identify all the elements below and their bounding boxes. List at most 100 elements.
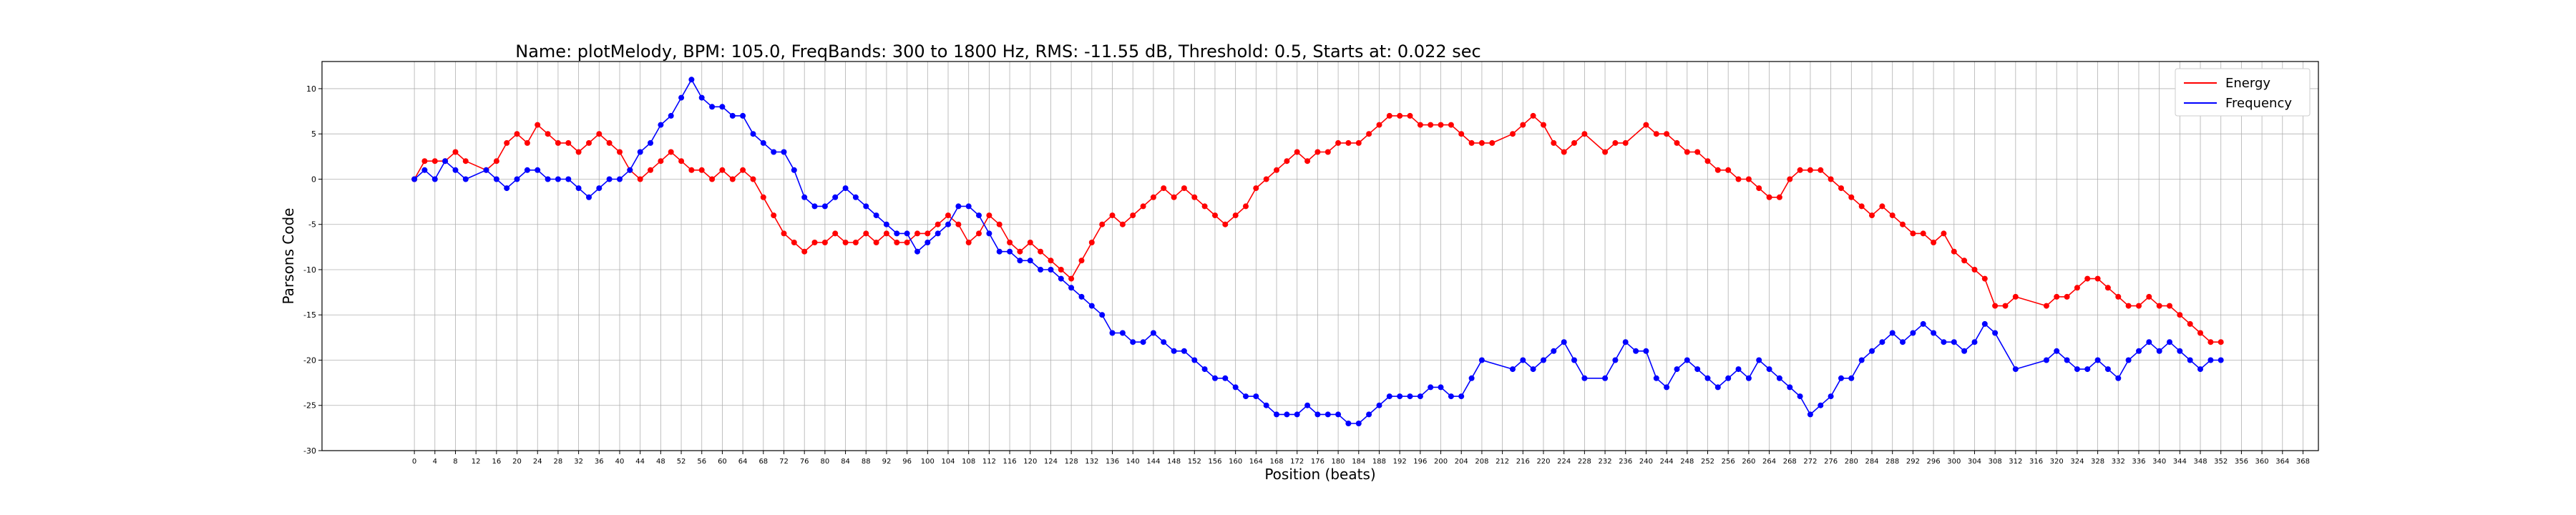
x-tick-label: 56 <box>697 458 706 466</box>
x-tick-label: 72 <box>779 458 789 466</box>
data-point-frequency <box>1458 393 1465 400</box>
data-point-frequency <box>1253 393 1259 400</box>
data-point-energy <box>1130 212 1136 219</box>
data-point-frequency <box>1366 411 1372 418</box>
legend-box <box>2175 68 2311 117</box>
data-point-energy <box>1971 267 1978 273</box>
data-point-frequency <box>688 77 695 83</box>
data-point-energy <box>1294 149 1300 155</box>
x-tick-label: 160 <box>1229 458 1242 466</box>
data-point-frequency <box>1807 411 1813 418</box>
data-point-frequency <box>575 185 582 192</box>
data-point-energy <box>1048 258 1054 264</box>
data-point-frequency <box>2012 366 2019 373</box>
data-point-energy <box>575 149 582 155</box>
y-tick-label: -25 <box>303 401 316 411</box>
data-point-frequency <box>462 176 469 182</box>
data-point-frequency <box>873 212 879 219</box>
data-point-energy <box>1007 240 1013 245</box>
data-point-energy <box>1684 149 1690 155</box>
data-point-energy <box>2156 303 2162 309</box>
x-tick-label: 224 <box>1557 458 1571 466</box>
data-point-frequency <box>2074 366 2080 373</box>
data-point-energy <box>832 230 839 237</box>
data-point-frequency <box>1869 348 1875 354</box>
data-point-energy <box>1335 139 1342 146</box>
data-point-energy <box>596 131 602 137</box>
data-point-energy <box>1992 303 1999 309</box>
series-energy <box>411 112 2224 345</box>
x-tick-label: 304 <box>1968 458 1981 466</box>
data-point-frequency <box>1971 339 1978 345</box>
data-point-frequency <box>1119 330 1126 336</box>
x-tick-label: 108 <box>962 458 975 466</box>
x-tick-label: 120 <box>1023 458 1037 466</box>
x-tick-label: 96 <box>902 458 912 466</box>
data-point-frequency <box>935 230 941 237</box>
data-point-frequency <box>955 203 962 210</box>
x-tick-label: 320 <box>2050 458 2064 466</box>
x-tick-label: 16 <box>492 458 501 466</box>
plot-area <box>322 62 2318 451</box>
data-point-frequency <box>658 122 664 128</box>
data-point-energy <box>1879 203 1885 210</box>
data-point-frequency <box>586 194 592 200</box>
data-point-frequency <box>1520 357 1526 363</box>
data-point-frequency <box>1407 393 1413 400</box>
data-point-frequency <box>2104 366 2111 373</box>
data-point-frequency <box>1038 267 1044 273</box>
data-point-frequency <box>965 203 972 210</box>
data-point-energy <box>1232 212 1239 219</box>
data-point-energy <box>771 212 777 219</box>
data-point-frequency <box>1756 357 1762 363</box>
data-point-frequency <box>1468 375 1475 381</box>
data-point-frequency <box>821 203 828 210</box>
data-point-frequency <box>1931 330 1937 336</box>
data-point-frequency <box>1828 393 1834 400</box>
data-point-frequency <box>1838 375 1844 381</box>
data-point-energy <box>1541 122 1546 128</box>
data-point-frequency <box>1068 285 1075 291</box>
data-point-frequency <box>1243 393 1249 400</box>
x-tick-label: 336 <box>2132 458 2145 466</box>
data-point-energy <box>606 139 613 146</box>
data-point-energy <box>976 230 982 237</box>
x-tick-label: 328 <box>2091 458 2104 466</box>
x-tick-label: 64 <box>738 458 748 466</box>
x-tick-label: 36 <box>595 458 604 466</box>
x-tick-label: 236 <box>1619 458 1632 466</box>
data-point-frequency <box>1653 375 1659 381</box>
x-tick-label: 152 <box>1188 458 1201 466</box>
data-point-energy <box>493 158 499 165</box>
data-point-energy <box>1345 139 1352 146</box>
data-point-energy <box>555 139 561 146</box>
data-point-energy <box>1961 258 1968 264</box>
data-point-frequency <box>1776 375 1782 381</box>
data-point-energy <box>1314 149 1321 155</box>
data-point-energy <box>1088 240 1095 245</box>
data-point-frequency <box>1324 411 1331 418</box>
data-point-energy <box>852 240 859 245</box>
data-point-energy <box>1520 122 1526 128</box>
data-point-frequency <box>2187 357 2193 363</box>
y-tick-label: -10 <box>303 265 316 275</box>
data-point-energy <box>1068 275 1075 282</box>
x-tick-label: 116 <box>1003 458 1017 466</box>
data-point-frequency <box>1643 348 1649 354</box>
data-point-frequency <box>791 167 797 173</box>
data-point-energy <box>688 167 695 173</box>
data-point-frequency <box>1263 402 1269 408</box>
x-tick-label: 132 <box>1085 458 1098 466</box>
data-point-frequency <box>1048 267 1054 273</box>
data-point-frequency <box>1417 393 1423 400</box>
data-point-energy <box>729 176 736 182</box>
data-point-frequency <box>750 131 756 137</box>
data-point-energy <box>965 240 972 245</box>
x-tick-label: 360 <box>2255 458 2269 466</box>
x-tick-label: 244 <box>1660 458 1674 466</box>
data-point-frequency <box>1058 275 1064 282</box>
data-point-frequency <box>1212 375 1218 381</box>
data-point-energy <box>1222 221 1229 227</box>
data-point-frequency <box>1633 348 1639 354</box>
